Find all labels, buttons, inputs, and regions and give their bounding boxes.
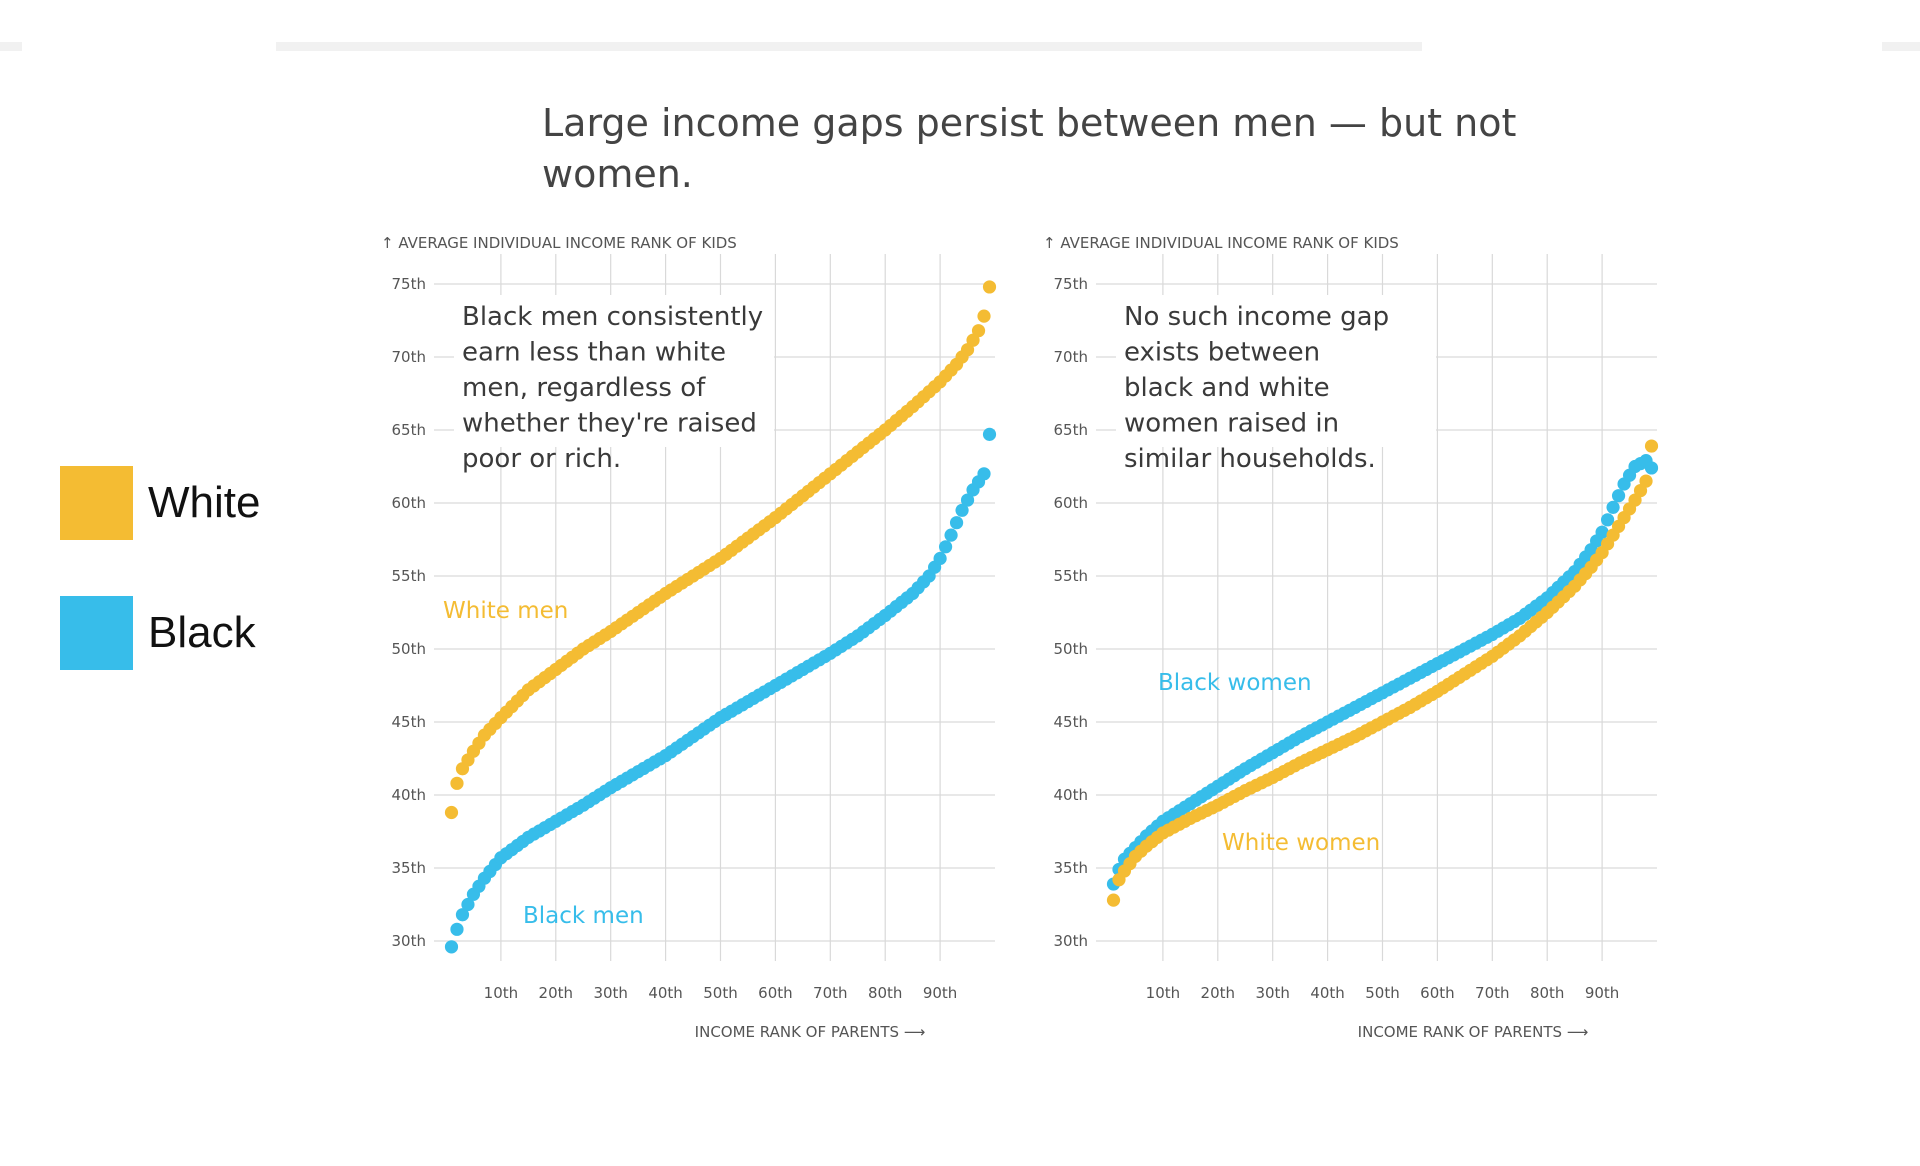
- data-point: [1639, 474, 1653, 488]
- y-tick-label: 75th: [1054, 275, 1088, 293]
- y-tick-label: 60th: [1054, 494, 1088, 512]
- data-point: [1595, 525, 1609, 539]
- x-tick-label: 80th: [868, 984, 902, 1002]
- y-tick-label: 45th: [392, 713, 426, 731]
- y-axis-title: ↑ AVERAGE INDIVIDUAL INCOME RANK OF KIDS: [1043, 234, 1399, 252]
- data-point: [1106, 893, 1121, 907]
- y-tick-label: 35th: [392, 859, 426, 877]
- y-tick-label: 60th: [392, 494, 426, 512]
- data-point: [444, 805, 459, 820]
- x-axis-title: INCOME RANK OF PARENTS ⟶: [695, 1023, 926, 1041]
- top-divider-right: [1882, 42, 1920, 51]
- data-point: [1606, 500, 1620, 514]
- y-tick-label: 50th: [392, 640, 426, 658]
- y-tick-label: 30th: [1054, 932, 1088, 950]
- x-axis-title: INCOME RANK OF PARENTS ⟶: [1358, 1023, 1589, 1041]
- legend-swatch-white: [60, 466, 133, 540]
- data-point: [1644, 439, 1659, 453]
- series-label-black-women: Black women: [1158, 670, 1312, 696]
- y-tick-label: 30th: [392, 932, 426, 950]
- top-divider-left: [0, 42, 22, 51]
- legend-item-black: Black: [60, 596, 320, 670]
- legend-label-white: White: [148, 478, 261, 527]
- x-tick-label: 40th: [648, 984, 682, 1002]
- y-tick-label: 50th: [1054, 640, 1088, 658]
- data-point: [982, 280, 997, 294]
- series-white-men: [444, 280, 997, 820]
- x-tick-label: 40th: [1310, 984, 1344, 1002]
- data-point: [982, 427, 997, 441]
- y-tick-label: 40th: [392, 786, 426, 804]
- y-tick-label: 70th: [1054, 348, 1088, 366]
- top-divider-center: [276, 42, 1422, 51]
- series-label-black-men: Black men: [523, 903, 644, 929]
- y-tick-label: 40th: [1054, 786, 1088, 804]
- x-tick-label: 60th: [758, 984, 792, 1002]
- data-point: [960, 493, 975, 507]
- series-label-white-men: White men: [443, 598, 568, 624]
- x-tick-label: 10th: [484, 984, 518, 1002]
- data-point: [977, 467, 991, 481]
- chart-headline: Large income gaps persist between men — …: [542, 101, 1517, 196]
- series-black-men: [444, 427, 997, 954]
- data-point: [955, 503, 969, 517]
- y-tick-label: 65th: [392, 421, 426, 439]
- annotation-text: No such income gap exists between black an…: [1124, 302, 1389, 474]
- legend-label-black: Black: [148, 608, 256, 657]
- y-tick-label: 55th: [392, 567, 426, 585]
- x-tick-label: 90th: [1585, 984, 1619, 1002]
- y-tick-label: 75th: [392, 275, 426, 293]
- series-black-women: [1106, 454, 1659, 891]
- annotation-background: [454, 295, 774, 447]
- data-point: [1600, 513, 1615, 527]
- x-tick-label: 50th: [703, 984, 737, 1002]
- data-point: [461, 897, 475, 912]
- data-point: [450, 922, 464, 936]
- data-point: [949, 516, 964, 530]
- x-tick-label: 30th: [593, 984, 627, 1002]
- x-tick-label: 30th: [1255, 984, 1289, 1002]
- x-tick-label: 60th: [1420, 984, 1454, 1002]
- x-tick-label: 20th: [539, 984, 573, 1002]
- y-tick-label: 55th: [1054, 567, 1088, 585]
- x-tick-label: 80th: [1530, 984, 1564, 1002]
- data-point: [450, 776, 464, 790]
- series-white-women: [1106, 439, 1659, 907]
- x-tick-label: 90th: [923, 984, 957, 1002]
- series-label-white-women: White women: [1222, 830, 1380, 856]
- data-point: [977, 309, 991, 323]
- data-point: [938, 540, 953, 554]
- legend-item-white: White: [60, 466, 320, 540]
- y-tick-label: 70th: [392, 348, 426, 366]
- data-point: [1644, 461, 1659, 475]
- x-tick-label: 50th: [1365, 984, 1399, 1002]
- x-tick-label: 70th: [813, 984, 847, 1002]
- y-tick-label: 35th: [1054, 859, 1088, 877]
- data-point: [455, 908, 470, 922]
- annotation-text: Black men consistently earn less than whi…: [462, 302, 763, 474]
- x-tick-label: 70th: [1475, 984, 1509, 1002]
- x-tick-label: 20th: [1201, 984, 1235, 1002]
- data-point: [933, 551, 947, 566]
- annotation-background: [1116, 295, 1436, 447]
- y-tick-label: 45th: [1054, 713, 1088, 731]
- x-tick-label: 10th: [1146, 984, 1180, 1002]
- data-point: [971, 324, 986, 338]
- data-point: [1611, 489, 1626, 503]
- legend-swatch-black: [60, 596, 133, 670]
- y-tick-label: 65th: [1054, 421, 1088, 439]
- data-point: [444, 940, 459, 954]
- data-point: [944, 528, 958, 542]
- y-axis-title: ↑ AVERAGE INDIVIDUAL INCOME RANK OF KIDS: [381, 234, 737, 252]
